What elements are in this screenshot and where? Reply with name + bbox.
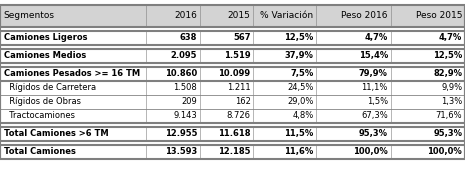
Bar [253, 5, 316, 27]
Bar [316, 5, 391, 27]
Bar [253, 5, 316, 27]
Text: 13.593: 13.593 [165, 148, 197, 156]
Text: Tractocamiones: Tractocamiones [4, 111, 75, 121]
Bar [391, 5, 465, 27]
Text: 4,8%: 4,8% [292, 111, 313, 121]
Text: 29,0%: 29,0% [287, 98, 313, 106]
Bar [146, 5, 200, 27]
Text: 12,5%: 12,5% [433, 51, 462, 61]
Text: 82,9%: 82,9% [433, 69, 462, 78]
Text: 12.955: 12.955 [165, 130, 197, 138]
Text: Segmentos: Segmentos [4, 12, 55, 20]
Text: 37,9%: 37,9% [285, 51, 313, 61]
Text: 2.095: 2.095 [171, 51, 197, 61]
Text: 8.726: 8.726 [226, 111, 251, 121]
Text: % Variación: % Variación [260, 12, 313, 20]
Text: 7,5%: 7,5% [290, 69, 313, 78]
Text: 2016: 2016 [174, 12, 197, 20]
Text: Rígidos de Carretera: Rígidos de Carretera [4, 83, 96, 93]
Text: 1.211: 1.211 [227, 83, 251, 93]
Text: 79,9%: 79,9% [359, 69, 388, 78]
Text: 10.099: 10.099 [219, 69, 251, 78]
Text: 1,5%: 1,5% [367, 98, 388, 106]
Text: 100,0%: 100,0% [427, 148, 462, 156]
Text: 11,5%: 11,5% [284, 130, 313, 138]
Text: 9.143: 9.143 [173, 111, 197, 121]
Text: Peso 2015: Peso 2015 [416, 12, 462, 20]
Text: 12.185: 12.185 [218, 148, 251, 156]
Text: 1,3%: 1,3% [441, 98, 462, 106]
Text: 11,1%: 11,1% [361, 83, 388, 93]
Text: 11,6%: 11,6% [284, 148, 313, 156]
Text: 15,4%: 15,4% [359, 51, 388, 61]
Text: 24,5%: 24,5% [287, 83, 313, 93]
Bar [391, 5, 465, 27]
Text: 9,9%: 9,9% [441, 83, 462, 93]
Text: 4,7%: 4,7% [365, 33, 388, 43]
Text: 95,3%: 95,3% [359, 130, 388, 138]
Text: Camiones Medios: Camiones Medios [4, 51, 86, 61]
Text: 71,6%: 71,6% [436, 111, 462, 121]
Bar [200, 5, 253, 27]
Text: 12,5%: 12,5% [284, 33, 313, 43]
Text: 638: 638 [180, 33, 197, 43]
Text: 162: 162 [235, 98, 251, 106]
Text: 67,3%: 67,3% [361, 111, 388, 121]
Bar [200, 5, 253, 27]
Text: Camiones Pesados >= 16 TM: Camiones Pesados >= 16 TM [4, 69, 140, 78]
Text: 1.508: 1.508 [173, 83, 197, 93]
Bar [316, 5, 391, 27]
Text: 100,0%: 100,0% [353, 148, 388, 156]
Text: 1.519: 1.519 [224, 51, 251, 61]
Text: 209: 209 [181, 98, 197, 106]
Text: 4,7%: 4,7% [439, 33, 462, 43]
Text: 10.860: 10.860 [165, 69, 197, 78]
Text: 2015: 2015 [228, 12, 251, 20]
Bar [0, 5, 146, 27]
Text: Peso 2016: Peso 2016 [341, 12, 388, 20]
Text: 11.618: 11.618 [218, 130, 251, 138]
Text: 95,3%: 95,3% [433, 130, 462, 138]
Text: Camiones Ligeros: Camiones Ligeros [4, 33, 87, 43]
Bar [146, 5, 200, 27]
Text: Rígidos de Obras: Rígidos de Obras [4, 98, 81, 106]
Text: Total Camiones: Total Camiones [4, 148, 76, 156]
Bar [0, 5, 146, 27]
Text: Total Camiones >6 TM: Total Camiones >6 TM [4, 130, 108, 138]
Text: 567: 567 [233, 33, 251, 43]
